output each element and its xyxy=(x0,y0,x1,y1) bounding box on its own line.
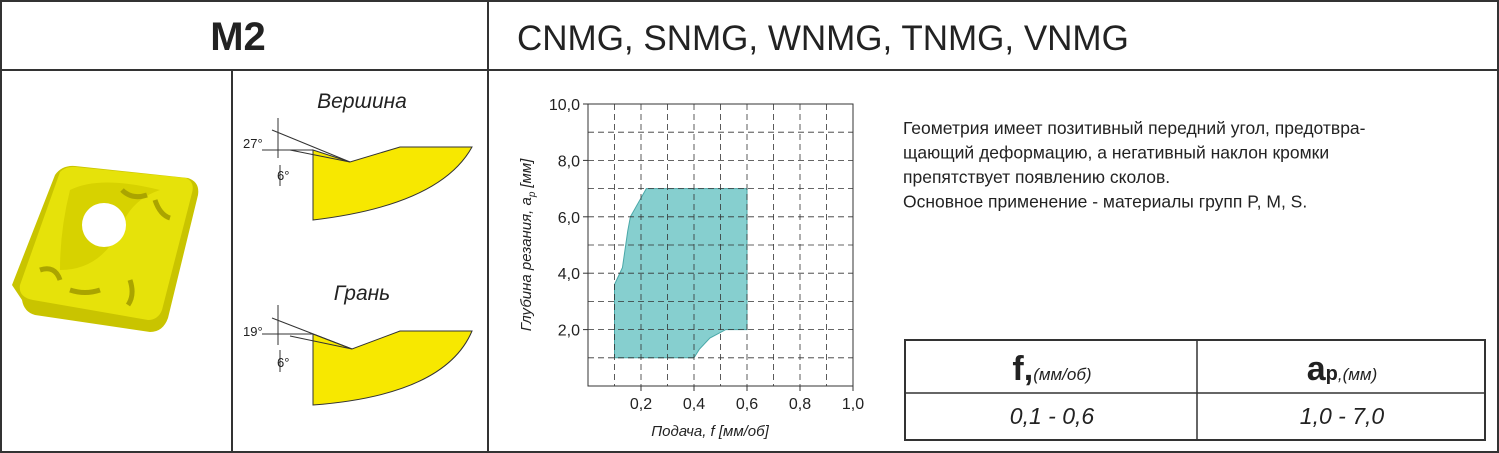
insert-image xyxy=(12,165,199,332)
angle-lines xyxy=(262,118,351,186)
table-header: f,(мм/об) xyxy=(1012,350,1091,388)
table-cell: 0,1 - 0,6 xyxy=(1010,403,1095,429)
header-main: f, xyxy=(1012,350,1033,388)
corner-profile xyxy=(312,146,473,221)
plot-border xyxy=(587,103,854,387)
header-unit: ,(мм) xyxy=(1338,365,1377,384)
y-axis-label-sub: p xyxy=(527,191,538,198)
y-axis-label: Глубина резания, ap [мм] xyxy=(518,158,538,331)
y-axis-label-unit: [мм] xyxy=(518,158,535,189)
description: Геометрия имеет позитивный передний угол… xyxy=(903,118,1366,212)
table-cell: 1,0 - 7,0 xyxy=(1300,403,1385,429)
table-header: ap,(мм) xyxy=(1307,350,1378,388)
angle-lines xyxy=(262,305,353,372)
x-tick-label: 0,4 xyxy=(683,396,705,413)
header-sub: p xyxy=(1326,363,1338,385)
x-tick-label: 0,6 xyxy=(736,396,758,413)
table: f,(мм/об) ap,(мм) 0,1 - 0,6 1,0 - 7,0 xyxy=(904,339,1486,441)
edge-profile xyxy=(312,330,473,406)
x-tick-label: 0,2 xyxy=(630,396,652,413)
y-tick-label: 6,0 xyxy=(558,210,580,227)
angle-label: 6° xyxy=(277,168,289,183)
header-subtitle: CNMG, SNMG, WNMG, TNMG, VNMG xyxy=(517,19,1129,58)
angle-label: 6° xyxy=(277,355,289,370)
angle-label: 27° xyxy=(243,136,263,151)
header-unit: (мм/об) xyxy=(1033,365,1091,384)
x-tick-label: 1,0 xyxy=(842,396,864,413)
header-main: a xyxy=(1307,350,1327,388)
description-line: Основное применение - материалы групп P,… xyxy=(903,192,1307,212)
geometry-label: Грань xyxy=(334,282,390,305)
y-tick-label: 10,0 xyxy=(549,97,580,114)
y-tick-label: 2,0 xyxy=(558,323,580,340)
x-tick-label: 0,8 xyxy=(789,396,811,413)
x-axis-label: Подача, f [мм/об] xyxy=(651,423,769,440)
y-axis-label-main: Глубина резания, a xyxy=(518,197,535,331)
chart: Подача, f [мм/об] Глубина резания, ap [мм… xyxy=(518,97,864,440)
description-line: препятствует появлению сколов. xyxy=(903,167,1170,187)
angle-label: 19° xyxy=(243,324,263,339)
description-line: щающий деформацию, а негативный наклон к… xyxy=(903,143,1329,163)
y-tick-label: 4,0 xyxy=(558,266,580,283)
y-tick-label: 8,0 xyxy=(558,153,580,170)
header-title: M2 xyxy=(210,15,266,59)
table-frame xyxy=(904,339,1486,441)
geometry-label: Вершина xyxy=(317,90,407,113)
description-line: Геометрия имеет позитивный передний угол… xyxy=(903,118,1366,138)
